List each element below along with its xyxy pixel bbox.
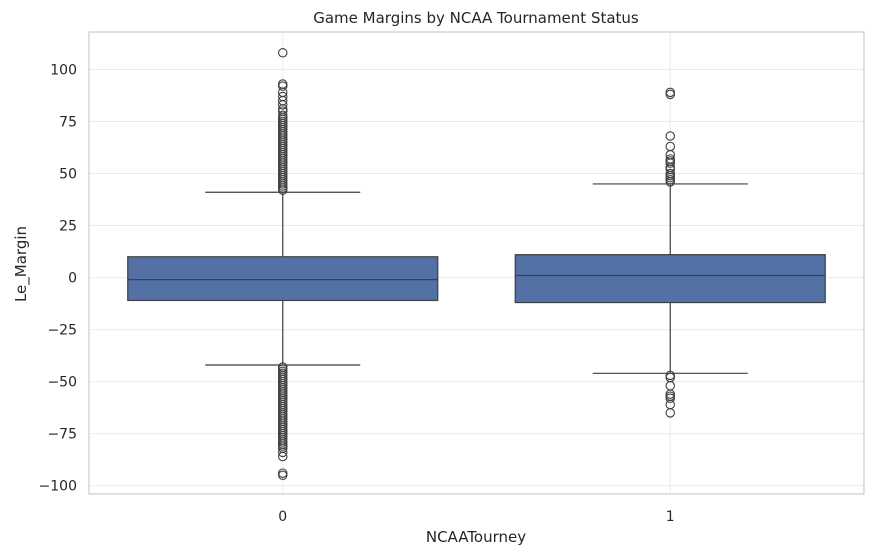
chart-title: Game Margins by NCAA Tournament Status (313, 9, 639, 27)
box-group-1 (514, 87, 826, 418)
outlier-point (665, 131, 675, 141)
outlier-point (665, 158, 675, 168)
outlier-point (277, 451, 288, 462)
x-axis-label: NCAATourney (426, 528, 526, 546)
y-tick-label: −25 (47, 323, 77, 339)
outlier-point (665, 89, 675, 100)
y-tick-label: −100 (39, 479, 77, 495)
y-tick-label: 50 (59, 167, 77, 183)
y-tick-label: 75 (59, 114, 77, 130)
y-axis-label: Le_Margin (12, 226, 31, 302)
y-axis-ticks: −100 −75 −50 −25 0 25 50 75 100 (39, 62, 77, 494)
box-series (127, 48, 826, 481)
x-tick-label: 1 (666, 509, 675, 525)
outlier-point (277, 185, 288, 195)
y-tick-label: −50 (47, 375, 77, 391)
plot-frame (88, 31, 865, 495)
box-group-0 (127, 48, 439, 481)
box-body (514, 254, 826, 304)
box-body (127, 256, 439, 302)
outlier-point (665, 177, 675, 187)
y-tick-label: 100 (50, 62, 77, 78)
grid-lines (89, 32, 864, 494)
y-tick-label: 0 (68, 271, 77, 287)
outlier-point (665, 393, 675, 404)
outlier-point (277, 447, 288, 458)
outlier-point (277, 100, 288, 110)
x-tick-label: 0 (278, 509, 287, 525)
outlier-point (277, 470, 288, 481)
outlier-point (277, 48, 288, 58)
outlier-point (665, 408, 675, 418)
outlier-point (277, 81, 288, 91)
y-tick-label: 25 (59, 219, 77, 235)
y-tick-label: −75 (47, 427, 77, 443)
